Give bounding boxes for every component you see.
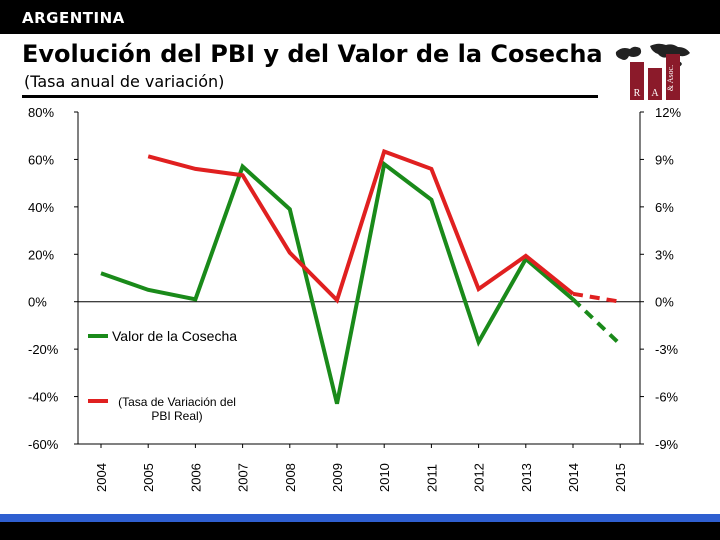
x-tick-label: 2015 [613, 463, 628, 492]
ra-asoc-logo: R A & Asoc. [610, 38, 706, 102]
x-tick-label: 2011 [424, 464, 439, 492]
right-tick-label: 6% [655, 200, 674, 215]
country-label: ARGENTINA [22, 9, 125, 27]
right-tick-label: -6% [655, 390, 679, 405]
left-tick-label: -40% [28, 390, 59, 405]
series-line-harvest-projected [571, 297, 622, 346]
right-tick-label: -9% [655, 437, 679, 452]
bottom-stripe [0, 514, 720, 522]
x-tick-label: 2009 [330, 463, 345, 492]
x-tick-label: 2008 [283, 463, 298, 492]
x-tick-label: 2005 [141, 463, 156, 492]
series-line-gdp-projected [572, 291, 621, 304]
left-tick-label: -20% [28, 342, 59, 357]
left-tick-label: -60% [28, 437, 59, 452]
logo-letter-r: R [634, 88, 641, 99]
right-tick-label: -3% [655, 342, 679, 357]
logo-letter-a: A [651, 88, 659, 99]
right-tick-label: 12% [655, 105, 681, 120]
series-line-harvest [100, 160, 575, 405]
x-tick-label: 2010 [377, 463, 392, 492]
logo-bar-a [648, 68, 662, 100]
left-tick-label: 80% [28, 105, 54, 120]
x-tick-label: 2012 [472, 463, 487, 492]
left-tick-label: 20% [28, 247, 54, 262]
top-bar [0, 0, 720, 34]
logo-bar-asoc [666, 54, 680, 100]
right-tick-label: 3% [655, 247, 674, 262]
page-subtitle: (Tasa anual de variación) [24, 72, 225, 91]
x-tick-label: 2013 [519, 463, 534, 492]
x-tick-label: 2007 [236, 463, 251, 492]
left-tick-label: 40% [28, 200, 54, 215]
legend-label-gdp-line2: PBI Real) [151, 409, 202, 423]
series-line-gdp [147, 148, 575, 304]
logo-letter-asoc: & Asoc. [666, 65, 675, 91]
right-tick-label: 0% [655, 295, 674, 310]
right-tick-label: 9% [655, 152, 674, 167]
title-underline [22, 95, 598, 98]
left-tick-label: 0% [28, 295, 47, 310]
page-title: Evolución del PBI y del Valor de la Cose… [22, 40, 603, 68]
logo-bar-r [630, 62, 644, 100]
legend-label-harvest: Valor de la Cosecha [112, 328, 237, 344]
legend-label-gdp-line1: (Tasa de Variación del [118, 395, 236, 409]
x-tick-label: 2004 [94, 463, 109, 492]
x-tick-label: 2014 [566, 463, 581, 492]
left-tick-label: 60% [28, 152, 54, 167]
x-tick-label: 2006 [188, 463, 203, 492]
